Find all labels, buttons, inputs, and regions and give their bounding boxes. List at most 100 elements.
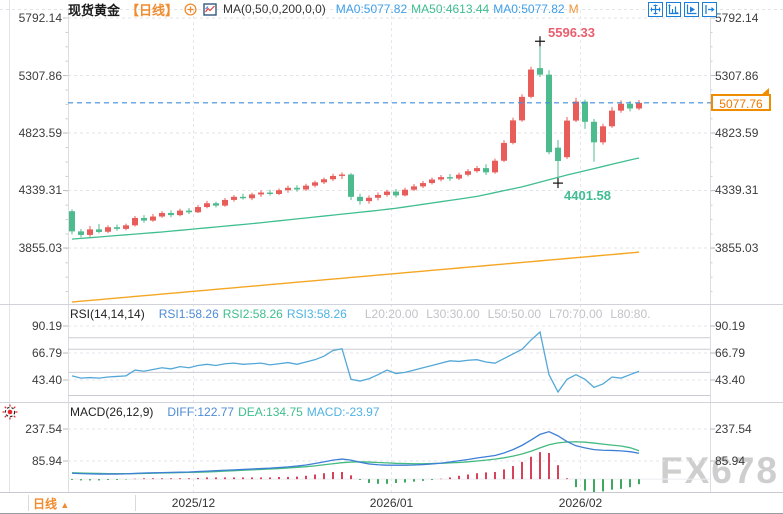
rsi-level-label: L80:80. bbox=[610, 307, 651, 321]
rsi-tick-label: 43.40 bbox=[715, 373, 746, 387]
candle-body bbox=[258, 192, 264, 195]
candle-body bbox=[285, 187, 291, 191]
macd-value-label: DIFF:122.77 bbox=[167, 405, 235, 419]
price-tick-label: 4339.31 bbox=[18, 183, 62, 198]
ma-value-label: MA0:5077.82 bbox=[335, 2, 408, 16]
candle-body bbox=[456, 174, 462, 179]
macd-values: DIFF:122.77 DEA:134.75 MACD:-23.97 bbox=[163, 405, 379, 419]
rsi-values: RSI1:58.26 RSI2:58.26 RSI3:58.26 bbox=[155, 307, 347, 321]
candle-body bbox=[438, 177, 444, 180]
candle-body bbox=[123, 225, 129, 229]
playback-icon[interactable] bbox=[684, 2, 699, 17]
price-tick-label: 4823.59 bbox=[715, 125, 759, 140]
candle-body bbox=[384, 191, 390, 195]
macd-tick-label: 85.94 bbox=[715, 454, 746, 468]
candle-body bbox=[636, 102, 642, 109]
chart-toolbar bbox=[648, 2, 717, 17]
price-tick-label: 5792.14 bbox=[715, 11, 759, 25]
macd-value-label: DEA:134.75 bbox=[238, 405, 303, 419]
candle-body bbox=[447, 177, 453, 179]
rsi-line bbox=[71, 330, 640, 394]
time-axis-bar: 日线 ▲ 2025/12 2026/01 2026/02 bbox=[0, 492, 783, 514]
candle-body bbox=[231, 196, 237, 200]
candle-body bbox=[159, 212, 165, 217]
rsi-tick-label: 43.40 bbox=[31, 373, 62, 387]
rsi-tick-label: 90.19 bbox=[31, 319, 62, 333]
macd-tick-label: 237.54 bbox=[25, 422, 62, 436]
candle-body bbox=[69, 211, 75, 232]
chart-type-icon[interactable] bbox=[203, 2, 217, 16]
caret-up-icon: ▲ bbox=[60, 500, 70, 510]
candle-body bbox=[393, 191, 399, 196]
ma-settings-label: MA(0,50,0,200,0,0) bbox=[223, 2, 326, 16]
candle-body bbox=[519, 96, 525, 121]
divider bbox=[28, 495, 29, 511]
rsi-tick-label: 66.79 bbox=[31, 346, 62, 360]
candle-body bbox=[357, 196, 363, 202]
candle-body bbox=[303, 185, 309, 190]
watermark: FX678 bbox=[659, 450, 779, 491]
candle-body bbox=[411, 186, 417, 190]
candle-body bbox=[528, 69, 534, 97]
add-indicator-icon[interactable] bbox=[184, 2, 197, 16]
candle-body bbox=[249, 194, 255, 199]
indicator-alert-icon[interactable] bbox=[2, 404, 18, 420]
candle-body bbox=[339, 174, 345, 176]
axis-scale-icon[interactable] bbox=[666, 2, 681, 17]
rsi-tick-label: 90.19 bbox=[715, 319, 746, 333]
candle-body bbox=[87, 229, 93, 235]
candle-body bbox=[501, 142, 507, 161]
timeframe-tab[interactable]: 日线 ▲ bbox=[33, 497, 70, 511]
candle-body bbox=[537, 68, 543, 75]
candle-body bbox=[483, 168, 489, 173]
rsi-tick-label: 66.79 bbox=[715, 346, 746, 360]
price-tick-label: 3855.03 bbox=[18, 241, 62, 255]
high-price-annotation: 5596.33 bbox=[548, 25, 595, 41]
jump-to-latest-icon[interactable] bbox=[702, 2, 717, 17]
ma200-line bbox=[71, 251, 640, 303]
candle-body bbox=[96, 229, 102, 232]
dea-line bbox=[71, 441, 640, 475]
rsi-panel-header: RSI(14,14,14) RSI1:58.26 RSI2:58.26 RSI3:5… bbox=[70, 307, 650, 321]
candle-body bbox=[240, 196, 246, 199]
candle-body bbox=[627, 103, 633, 109]
candle-body bbox=[141, 217, 147, 221]
candle-body bbox=[204, 203, 210, 208]
rsi-level-labels: L20:20.00 L30:30.00 L50:50.00 L70:70.00 L80:… bbox=[357, 307, 651, 321]
price-arrow-icon bbox=[760, 87, 769, 96]
rsi-value-label: RSI1:58.26 bbox=[158, 307, 219, 321]
rsi-value-label: RSI2:58.26 bbox=[222, 307, 283, 321]
candle-body bbox=[582, 101, 588, 122]
candle-body bbox=[402, 189, 408, 196]
month-tick-label: 2026/02 bbox=[558, 496, 603, 510]
timeframe-label: 【日线】 bbox=[126, 2, 179, 18]
candle-body bbox=[510, 120, 516, 143]
candle-body bbox=[78, 231, 84, 235]
candle-body bbox=[609, 110, 615, 127]
pan-icon[interactable] bbox=[648, 2, 663, 17]
candle-body bbox=[213, 203, 219, 206]
macd-tick-label: 237.54 bbox=[715, 422, 752, 436]
candle-body bbox=[420, 183, 426, 187]
current-price-badge: 5077.76 bbox=[711, 87, 771, 111]
candle-body bbox=[573, 101, 579, 121]
macd-panel-header: MACD(26,12,9) DIFF:122.77 DEA:134.75 MACD:… bbox=[70, 405, 380, 419]
rsi-level-label: L30:30.00 bbox=[426, 307, 480, 321]
diff-line bbox=[71, 430, 640, 475]
candle-body bbox=[132, 217, 138, 226]
candle-body bbox=[186, 210, 192, 213]
rsi-value-label: RSI3:58.26 bbox=[286, 307, 347, 321]
candle-body bbox=[276, 190, 282, 194]
rsi-level-label: L20:20.00 bbox=[364, 307, 419, 321]
low-price-annotation: 4401.58 bbox=[564, 188, 611, 204]
price-tick-label: 5307.86 bbox=[715, 68, 759, 83]
candle-body bbox=[168, 212, 174, 216]
candle-body bbox=[474, 168, 480, 172]
price-tick-label: 3855.03 bbox=[715, 241, 759, 255]
candle-body bbox=[348, 174, 354, 197]
rsi-level-label: L50:50.00 bbox=[487, 307, 542, 321]
candle-body bbox=[267, 192, 273, 194]
month-tick-label: 2025/12 bbox=[171, 496, 216, 510]
